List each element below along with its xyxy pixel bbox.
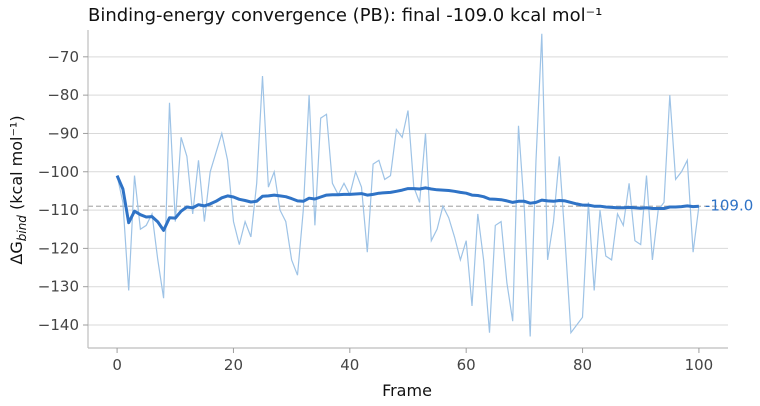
- y-tick-label: −90: [47, 124, 79, 142]
- x-tick-label: 80: [573, 356, 592, 374]
- axes: [87, 30, 728, 349]
- y-tick-label: −140: [38, 316, 79, 334]
- grid-lines: [88, 56, 728, 326]
- raw-values-line: [116, 33, 700, 337]
- y-tick-label: −80: [47, 86, 79, 104]
- x-axis-label: Frame: [382, 381, 432, 400]
- final-value-label: -109.0: [705, 197, 753, 215]
- y-tick-label: −130: [38, 278, 79, 296]
- series-layer: [115, 33, 700, 337]
- y-axis-label-prefix: ΔG: [7, 241, 26, 264]
- x-tick-label: 40: [340, 356, 359, 374]
- y-tick-labels: −140 −130 −120 −110 −100 −90 −80 −70: [38, 48, 88, 334]
- x-tick-label: 100: [685, 356, 714, 374]
- y-axis-label-subscript: bind: [15, 215, 29, 242]
- y-tick-label: −100: [38, 163, 79, 181]
- y-tick-label: −120: [38, 239, 79, 257]
- y-axis-label-suffix: (kcal mol⁻¹): [7, 115, 26, 215]
- x-tick-labels: 0 20 40 60 80 100: [112, 348, 713, 374]
- y-tick-label: −70: [47, 48, 79, 66]
- chart-title: Binding-energy convergence (PB): final -…: [88, 5, 602, 26]
- x-tick-label: 20: [224, 356, 243, 374]
- y-tick-label: −110: [38, 201, 79, 219]
- x-tick-label: 0: [112, 356, 122, 374]
- x-tick-label: 60: [457, 356, 476, 374]
- y-axis-label: ΔGbind (kcal mol⁻¹): [7, 115, 29, 264]
- running-mean-line: [115, 175, 700, 232]
